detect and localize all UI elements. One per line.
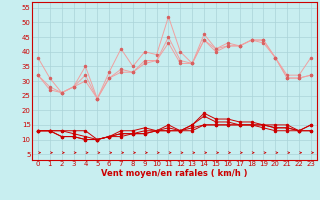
X-axis label: Vent moyen/en rafales ( km/h ): Vent moyen/en rafales ( km/h ) (101, 169, 248, 178)
